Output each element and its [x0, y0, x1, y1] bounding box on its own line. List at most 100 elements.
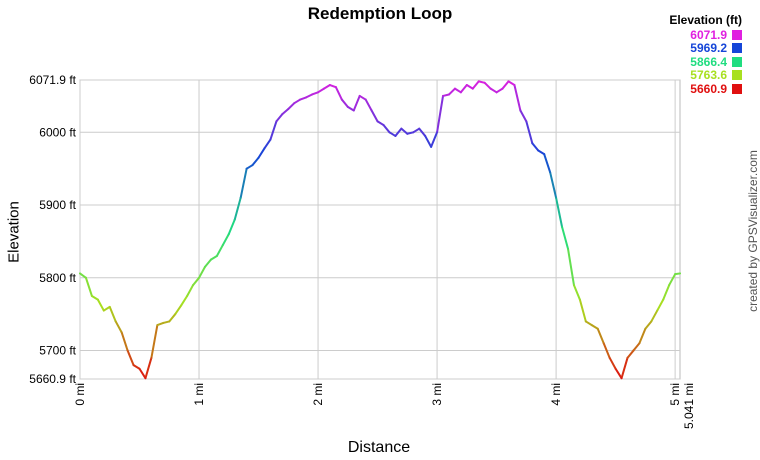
elevation-point [656, 309, 659, 312]
x-tick-label: 4 mi [549, 383, 563, 406]
elevation-point [204, 265, 206, 268]
y-tick-label: 6071.9 ft [29, 73, 76, 87]
elevation-segment [126, 349, 135, 367]
elevation-segment [162, 320, 171, 324]
elevation-segment [644, 320, 653, 330]
elevation-segment [102, 305, 111, 312]
elevation-point [668, 284, 671, 286]
elevation-point [459, 91, 462, 94]
elevation-point [221, 244, 224, 246]
elevation-segment [251, 156, 260, 167]
elevation-point [102, 309, 105, 312]
legend-label: 5969.2 [690, 41, 727, 56]
elevation-segment [322, 84, 331, 90]
elevation-point [275, 120, 278, 123]
elevation-point [614, 367, 617, 370]
elevation-segment [656, 298, 665, 312]
legend-label: 5866.4 [690, 54, 727, 69]
elevation-point [519, 109, 522, 112]
elevation-segment [239, 167, 248, 199]
elevation-segment [281, 108, 290, 116]
elevation-segment [602, 342, 611, 359]
elevation-point [329, 84, 331, 86]
elevation-segment [358, 94, 367, 101]
elevation-segment [376, 120, 385, 127]
elevation-point [210, 258, 212, 261]
elevation-segment [495, 87, 504, 94]
elevation-segment [459, 84, 468, 94]
elevation-point [91, 295, 93, 297]
elevation-segment [590, 324, 599, 330]
elevation-point [644, 327, 647, 330]
elevation-segment [132, 364, 141, 370]
elevation-segment [489, 87, 498, 94]
elevation-point [388, 131, 391, 134]
elevation-segment [150, 324, 159, 359]
elevation-point [543, 153, 546, 156]
elevation-point [198, 276, 200, 279]
elevation-point [85, 276, 87, 279]
elevation-point [602, 342, 605, 345]
elevation-segment [424, 134, 433, 148]
elevation-segment [340, 98, 349, 108]
elevation-point [590, 324, 593, 326]
elevation-point [549, 171, 552, 174]
y-tick-label: 5800 ft [39, 271, 76, 285]
legend-label: 5763.6 [690, 68, 727, 83]
elevation-segment [311, 91, 320, 96]
elevation-point [555, 196, 557, 199]
elevation-segment [596, 327, 605, 345]
elevation-point [293, 102, 296, 105]
elevation-segment [453, 87, 462, 94]
elevation-point [400, 127, 403, 130]
elevation-point [269, 138, 272, 141]
elevation-point [311, 93, 313, 96]
elevation-point [114, 320, 117, 323]
elevation-segment [608, 356, 617, 370]
elevation-segment [334, 86, 343, 101]
legend-swatch [732, 43, 742, 54]
elevation-point [245, 167, 248, 170]
elevation-segment [632, 342, 641, 352]
elevation-segment [156, 321, 165, 327]
elevation-segment [668, 273, 677, 287]
elevation-point [679, 272, 681, 275]
elevation-segment [566, 247, 575, 287]
elevation-segment [561, 225, 569, 250]
elevation-point [299, 98, 302, 101]
elevation-segment [120, 331, 129, 352]
elevation-segment [180, 294, 189, 307]
elevation-segment [447, 87, 456, 96]
elevation-segment [662, 284, 671, 301]
elevation-segment [614, 367, 623, 380]
elevation-point [471, 87, 474, 90]
elevation-point [567, 247, 569, 250]
elevation-point [584, 320, 587, 323]
elevation-point [281, 113, 284, 116]
elevation-point [346, 105, 349, 108]
elevation-segment [192, 276, 201, 287]
x-tick-label: 2 mi [311, 383, 325, 406]
elevation-point [662, 298, 665, 301]
elevation-segment [471, 80, 480, 90]
elevation-segment [84, 276, 93, 297]
elevation-point [650, 320, 653, 323]
chart-title: Redemption Loop [307, 4, 453, 23]
elevation-point [323, 87, 325, 90]
elevation-point [501, 87, 504, 90]
legend-swatch [732, 56, 742, 67]
elevation-segment [638, 327, 647, 345]
elevation-point [454, 87, 456, 90]
elevation-segment [114, 320, 123, 334]
elevation-point [138, 367, 141, 370]
elevation-segment [352, 94, 361, 112]
elevation-point [412, 131, 415, 134]
elevation-segment [584, 320, 593, 327]
elevation-segment [364, 98, 373, 112]
elevation-point [79, 272, 81, 275]
elevation-point [608, 356, 611, 359]
elevation-point [180, 304, 183, 307]
elevation-point [215, 255, 218, 257]
elevation-segment [549, 171, 558, 199]
elevation-point [340, 98, 343, 101]
